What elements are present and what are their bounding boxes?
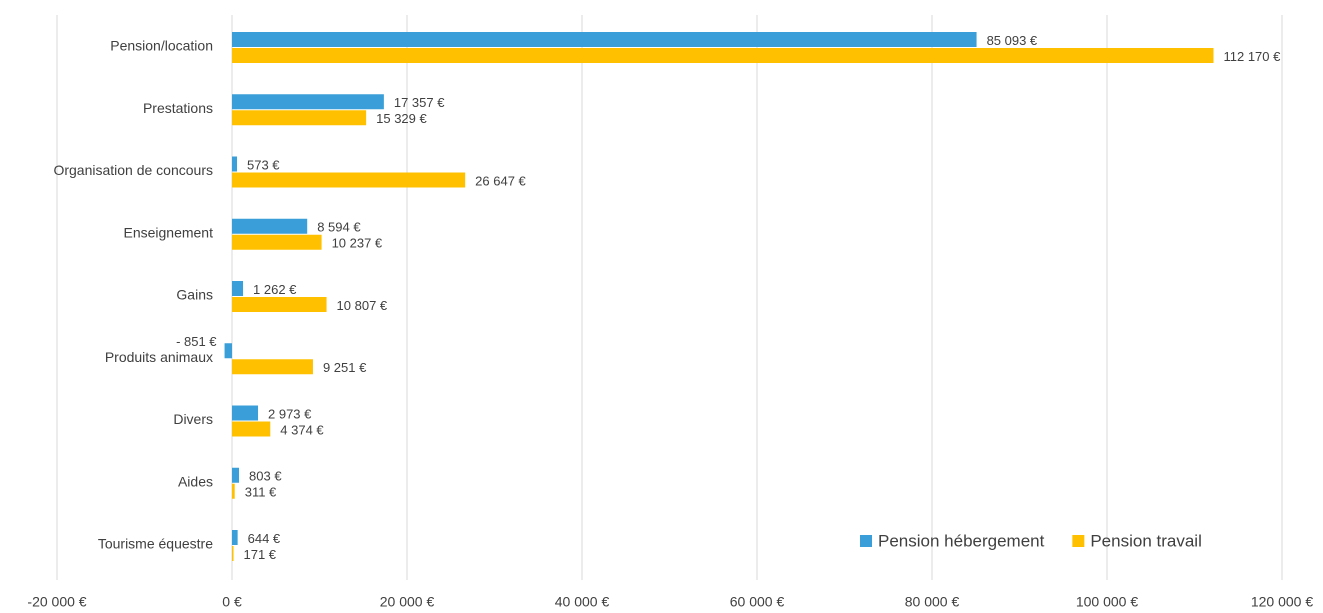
bar: [232, 172, 466, 188]
bar: [232, 218, 308, 234]
legend-swatch: [1072, 535, 1085, 547]
data-label: 10 237 €: [332, 236, 383, 251]
data-label: 2 973 €: [268, 406, 312, 421]
y-tick-label: Divers: [173, 411, 213, 427]
bar: [224, 343, 232, 359]
data-label: 4 374 €: [280, 422, 324, 437]
data-label: 85 093 €: [987, 33, 1038, 48]
data-label: 9 251 €: [323, 360, 367, 375]
bar: [232, 530, 238, 545]
y-tick-label: Aides: [178, 473, 213, 489]
bar: [232, 359, 313, 375]
data-label: - 851 €: [176, 334, 217, 349]
data-label: 26 647 €: [475, 173, 526, 188]
legend-label: Pension travail: [1090, 531, 1202, 550]
x-tick-label: 40 000 €: [555, 594, 610, 610]
bar: [232, 234, 322, 250]
y-tick-label: Prestations: [143, 100, 213, 116]
x-tick-label: -20 000 €: [27, 594, 86, 610]
y-tick-label: Gains: [176, 287, 213, 303]
bar: [232, 32, 977, 47]
data-label: 311 €: [245, 485, 277, 500]
bar: [232, 483, 235, 499]
y-tick-label: Tourisme équestre: [98, 536, 213, 552]
x-tick-label: 20 000 €: [380, 594, 435, 610]
data-label: 112 170 €: [1223, 49, 1281, 64]
x-tick-label: 60 000 €: [730, 594, 785, 610]
data-label: 10 807 €: [337, 298, 388, 313]
y-tick-label: Organisation de concours: [53, 162, 213, 178]
x-tick-label: 100 000 €: [1076, 594, 1138, 610]
data-label: 15 329 €: [376, 111, 427, 126]
data-label: 171 €: [243, 547, 276, 562]
data-label: 8 594 €: [317, 220, 361, 235]
y-tick-label: Enseignement: [123, 224, 213, 240]
data-label: 573 €: [247, 157, 280, 172]
data-label: 17 357 €: [394, 95, 445, 110]
x-tick-label: 120 000 €: [1251, 594, 1313, 610]
data-label: 803 €: [249, 469, 282, 484]
bar: [232, 421, 271, 437]
bar: [232, 405, 259, 421]
data-label: 644 €: [248, 531, 281, 546]
bar: [232, 48, 1214, 63]
bar: [232, 467, 240, 483]
bar: [232, 297, 327, 312]
bar: [232, 110, 367, 126]
bar: [232, 156, 238, 172]
bar: [232, 281, 244, 296]
x-tick-label: 80 000 €: [905, 594, 960, 610]
y-tick-label: Produits animaux: [105, 349, 213, 365]
legend-label: Pension hébergement: [878, 531, 1045, 550]
y-tick-label: Pension/location: [110, 38, 213, 54]
bar: [232, 94, 384, 110]
bar: [232, 546, 234, 561]
legend-swatch: [860, 535, 872, 547]
data-label: 1 262 €: [253, 282, 297, 297]
x-tick-label: 0 €: [222, 594, 242, 610]
